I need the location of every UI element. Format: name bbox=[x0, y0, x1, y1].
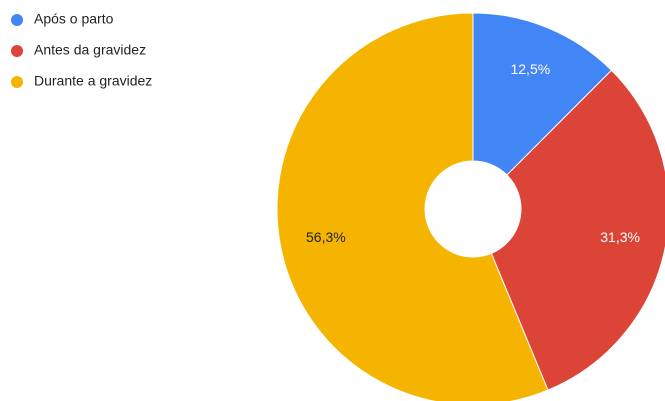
slice bbox=[490, 69, 665, 391]
slice bbox=[276, 12, 549, 401]
legend-label: Antes da gravidez bbox=[34, 42, 146, 58]
slice-label: 31,3% bbox=[600, 229, 640, 245]
legend-marker bbox=[11, 14, 23, 26]
slice bbox=[472, 12, 613, 176]
legend-marker bbox=[11, 45, 23, 57]
legend-label: Após o parto bbox=[34, 11, 114, 27]
slice-label: 12,5% bbox=[510, 61, 550, 77]
legend-label: Durante a gravidez bbox=[34, 73, 152, 89]
legend-marker bbox=[11, 76, 23, 88]
slice-label: 56,3% bbox=[306, 229, 346, 245]
